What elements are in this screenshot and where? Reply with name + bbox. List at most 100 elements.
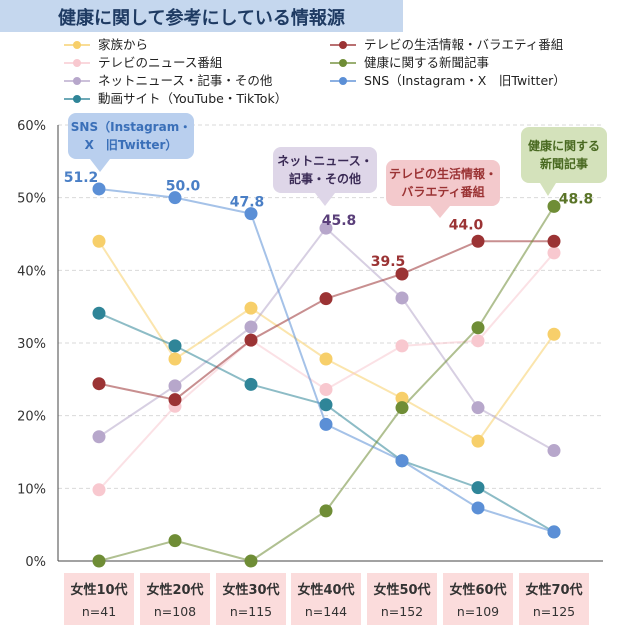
data-point xyxy=(319,398,333,412)
data-point xyxy=(395,339,409,353)
data-point xyxy=(92,377,106,391)
data-label: 39.5 xyxy=(371,254,406,270)
data-point xyxy=(395,401,409,415)
legend-swatch xyxy=(330,77,356,85)
x-category-sample-size: n=109 xyxy=(456,604,500,619)
legend-label: 健康に関する新聞記事 xyxy=(364,55,490,70)
x-category-box: 女性30代 n=115 xyxy=(216,573,286,625)
callout-tail xyxy=(540,183,556,196)
callout-label: ネットニュース・ 記事・その他 xyxy=(273,152,377,188)
callout-label: 健康に関する 新聞記事 xyxy=(521,137,607,173)
y-tick-label: 10% xyxy=(17,482,46,497)
data-point xyxy=(92,306,106,320)
x-category-label: 女性10代 xyxy=(70,583,128,598)
x-category-label: 女性70代 xyxy=(525,583,583,598)
x-category-box: 女性40代 n=144 xyxy=(291,573,361,625)
data-point xyxy=(547,327,561,341)
y-tick-label: 20% xyxy=(17,410,46,425)
callout-tail xyxy=(430,206,450,218)
callout-line: 記事・その他 xyxy=(288,172,361,186)
callout-tail xyxy=(315,193,335,206)
callout-line: 健康に関する xyxy=(527,139,600,153)
series-markers xyxy=(92,182,561,568)
callout-label: SNS（Instagram・ X 旧Twitter） xyxy=(68,118,194,154)
x-category-box: 女性50代 n=152 xyxy=(367,573,437,625)
legend-swatch xyxy=(64,59,90,67)
data-point xyxy=(547,525,561,539)
data-point xyxy=(471,501,485,515)
data-point xyxy=(547,246,561,260)
callout-bubble xyxy=(273,147,377,193)
x-category-box: 女性70代 n=125 xyxy=(519,573,589,625)
legend-swatch xyxy=(64,41,90,49)
callout-line: テレビの生活情報・ xyxy=(388,167,497,181)
data-point xyxy=(471,401,485,415)
callout-line: バラエティ番組 xyxy=(401,185,485,199)
callout-tail xyxy=(90,159,110,172)
title-band xyxy=(0,0,403,32)
legend-label: 家族から xyxy=(98,37,149,52)
legend-label: SNS（Instagram・X 旧Twitter） xyxy=(364,73,566,88)
legend-label: テレビのニュース番組 xyxy=(98,55,223,70)
callout-bubble xyxy=(386,160,500,206)
legend-label: 動画サイト（YouTube・TikTok） xyxy=(98,91,288,106)
data-point xyxy=(168,379,182,393)
callout-bubble xyxy=(68,113,194,159)
x-category-label: 女性30代 xyxy=(222,583,280,598)
series-line-2 xyxy=(98,226,555,452)
legend-label: ネットニュース・記事・その他 xyxy=(98,73,273,88)
x-category-label: 女性60代 xyxy=(449,583,507,598)
data-point xyxy=(319,417,333,431)
data-point xyxy=(471,434,485,448)
y-tick-label: 30% xyxy=(17,337,46,352)
y-tick-label: 40% xyxy=(17,264,46,279)
data-point xyxy=(471,321,485,335)
data-point xyxy=(244,333,258,347)
data-point xyxy=(168,393,182,407)
data-label: 50.0 xyxy=(166,179,201,195)
x-category-sample-size: n=152 xyxy=(380,604,424,619)
x-category-label: 女性40代 xyxy=(297,583,355,598)
x-category-sample-size: n=144 xyxy=(304,604,348,619)
data-point xyxy=(168,352,182,366)
data-label: 44.0 xyxy=(449,217,484,233)
data-point xyxy=(168,534,182,548)
data-point xyxy=(471,481,485,495)
data-point xyxy=(471,234,485,248)
data-point xyxy=(395,291,409,305)
legend-swatch xyxy=(330,41,356,49)
data-point xyxy=(244,377,258,391)
data-point xyxy=(168,339,182,353)
data-label: 51.2 xyxy=(64,170,99,186)
legend-label: テレビの生活情報・バラエティ番組 xyxy=(364,37,564,52)
callout-bubble xyxy=(521,127,607,183)
data-point xyxy=(319,504,333,518)
callout-line: X 旧Twitter） xyxy=(84,138,178,152)
legend-swatch xyxy=(64,95,90,103)
data-point xyxy=(244,554,258,568)
data-point xyxy=(92,234,106,248)
data-point xyxy=(471,334,485,348)
data-label: 48.8 xyxy=(559,191,594,207)
data-point xyxy=(92,182,106,196)
x-category-box: 女性60代 n=109 xyxy=(443,573,513,625)
data-point xyxy=(244,301,258,315)
data-point xyxy=(547,234,561,248)
x-category-box: 女性20代 n=108 xyxy=(140,573,210,625)
y-tick-label: 60% xyxy=(17,119,46,134)
data-point xyxy=(168,191,182,205)
data-label: 47.8 xyxy=(230,195,265,211)
data-point xyxy=(319,352,333,366)
data-point xyxy=(547,199,561,213)
y-tick-label: 50% xyxy=(17,192,46,207)
series-line-1 xyxy=(98,252,555,491)
callout-label: テレビの生活情報・ バラエティ番組 xyxy=(386,165,500,201)
data-point xyxy=(395,391,409,405)
y-tick-label: 0% xyxy=(25,555,46,570)
legend-swatch xyxy=(64,77,90,85)
data-point xyxy=(92,483,106,497)
series-line-4 xyxy=(98,240,554,401)
x-category-sample-size: n=108 xyxy=(153,604,197,619)
data-point xyxy=(547,444,561,458)
